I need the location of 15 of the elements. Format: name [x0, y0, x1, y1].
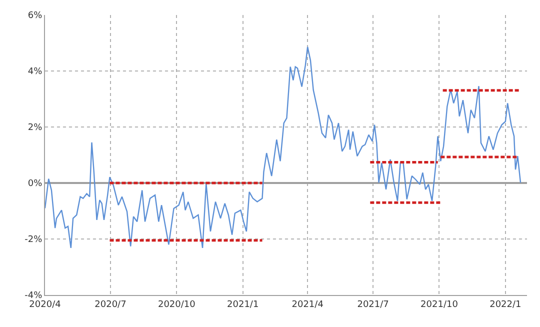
x-tick-label: 2022/1	[490, 300, 522, 310]
y-tick-label: 6%	[28, 11, 43, 22]
x-tick-label: 2020/10	[158, 300, 196, 310]
x-tick-label: 2020/4	[29, 300, 62, 310]
x-tick-label: 2021/10	[420, 300, 458, 310]
x-tick-label: 2021/4	[292, 300, 324, 310]
x-tick-label: 2021/1	[227, 300, 259, 310]
line-series	[45, 46, 522, 249]
y-tick-label: 2%	[28, 123, 43, 134]
y-tick-label: -4%	[24, 291, 43, 302]
y-tick-label: 0%	[28, 179, 43, 190]
x-tick-label: 2021/7	[357, 300, 389, 310]
x-tick-label: 2020/7	[94, 300, 126, 310]
y-tick-label: 4%	[28, 67, 43, 78]
y-tick-label: -2%	[24, 235, 43, 246]
